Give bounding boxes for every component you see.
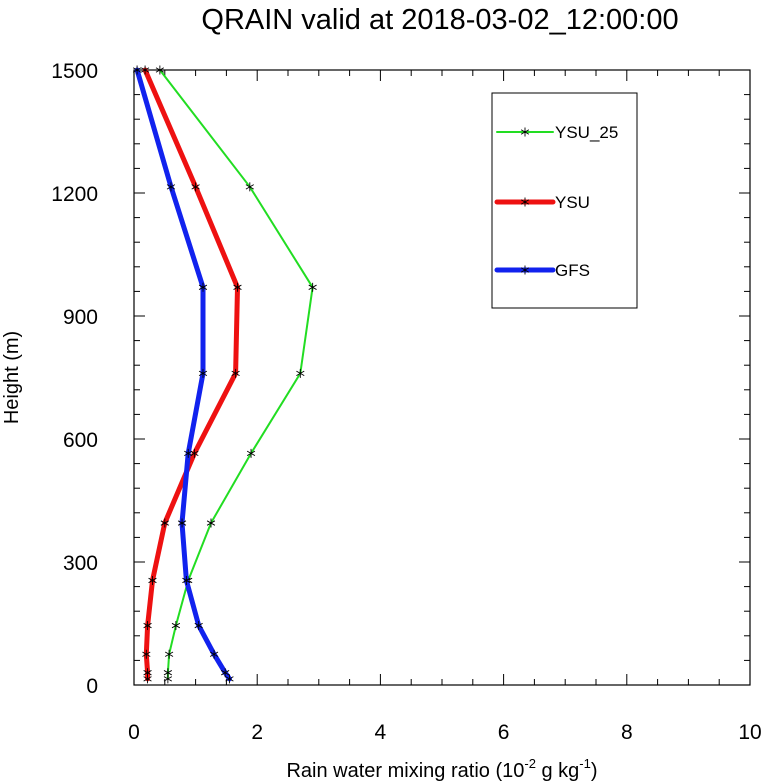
legend-item-ysu: YSU <box>494 193 590 212</box>
x-axis-label-exponent-1: -2 <box>524 756 536 771</box>
x-axis-label-exponent-2: -1 <box>579 756 591 771</box>
data-point-ysu <box>143 668 152 678</box>
series-ysu <box>140 65 242 684</box>
x-tick-label: 8 <box>621 721 633 744</box>
data-point-ysu <box>148 575 157 585</box>
data-point-gfs <box>221 668 230 678</box>
chart-title: QRAIN valid at 2018-03-02_12:00:00 <box>201 4 678 36</box>
x-tick-label: 2 <box>251 721 263 744</box>
data-point-ysu-25 <box>206 518 216 528</box>
y-tick-label: 300 <box>63 552 98 575</box>
data-point-ysu <box>160 518 169 528</box>
data-point-gfs <box>209 649 219 659</box>
data-point-ysu <box>191 182 200 192</box>
data-point-gfs <box>198 282 208 292</box>
data-point-gfs <box>177 518 187 528</box>
data-point-gfs <box>194 621 203 631</box>
plot-frame <box>133 69 751 686</box>
data-point-ysu <box>142 649 151 659</box>
data-point-gfs <box>198 368 208 378</box>
data-point-ysu-25 <box>296 368 305 378</box>
legend: YSU_25 YSU GFS <box>491 92 638 309</box>
x-tick-label: 10 <box>738 721 761 744</box>
plot-series <box>132 65 317 684</box>
legend-label-ysu-25: YSU_25 <box>555 123 618 142</box>
x-axis-label-suffix: ) <box>591 760 598 782</box>
y-tick-label: 1500 <box>51 60 98 83</box>
data-point-ysu-25 <box>164 649 174 659</box>
x-axis-label-middle: g kg <box>536 760 579 782</box>
y-tick-label: 0 <box>86 675 98 698</box>
data-point-gfs <box>182 575 191 585</box>
legend-item-gfs: GFS <box>494 261 590 280</box>
data-point-ysu-25 <box>155 65 165 75</box>
series-gfs <box>132 65 234 684</box>
axis-ticks: 0 2 4 6 8 10 0 300 600 900 1200 1500 <box>51 60 761 744</box>
data-point-gfs <box>225 674 234 684</box>
legend-label-gfs: GFS <box>555 261 590 280</box>
legend-item-ysu-25: YSU_25 <box>496 123 618 142</box>
x-tick-label: 4 <box>375 721 387 744</box>
data-point-ysu-25 <box>245 182 254 192</box>
series-line-ysu <box>142 67 240 682</box>
x-tick-label: 0 <box>128 721 140 744</box>
data-point-ysu-25 <box>163 668 173 678</box>
data-point-ysu-25 <box>246 448 256 458</box>
data-point-ysu-25 <box>308 282 317 292</box>
y-tick-label: 1200 <box>51 183 98 206</box>
legend-marker-ysu-25 <box>520 127 530 137</box>
legend-marker-gfs <box>520 265 530 275</box>
data-point-gfs <box>166 182 176 192</box>
legend-marker-ysu <box>520 197 530 207</box>
data-point-ysu <box>140 65 150 75</box>
x-axis-label: Rain water mixing ratio (10-2 g kg-1) <box>286 756 597 782</box>
y-tick-label: 600 <box>63 429 98 452</box>
data-point-gfs <box>184 448 193 458</box>
data-point-ysu <box>233 282 242 292</box>
x-tick-label: 6 <box>498 721 510 744</box>
legend-label-ysu: YSU <box>555 193 590 212</box>
y-tick-label: 900 <box>63 306 98 329</box>
data-point-ysu <box>190 448 199 458</box>
x-axis-label-prefix: Rain water mixing ratio (10 <box>286 760 524 782</box>
legend-items: YSU_25 YSU GFS <box>494 123 618 280</box>
data-point-ysu <box>231 368 240 378</box>
data-point-gfs <box>132 65 142 75</box>
data-point-ysu <box>143 621 152 631</box>
data-point-ysu-25 <box>171 621 181 631</box>
y-axis-label: Height (m) <box>1 331 23 424</box>
